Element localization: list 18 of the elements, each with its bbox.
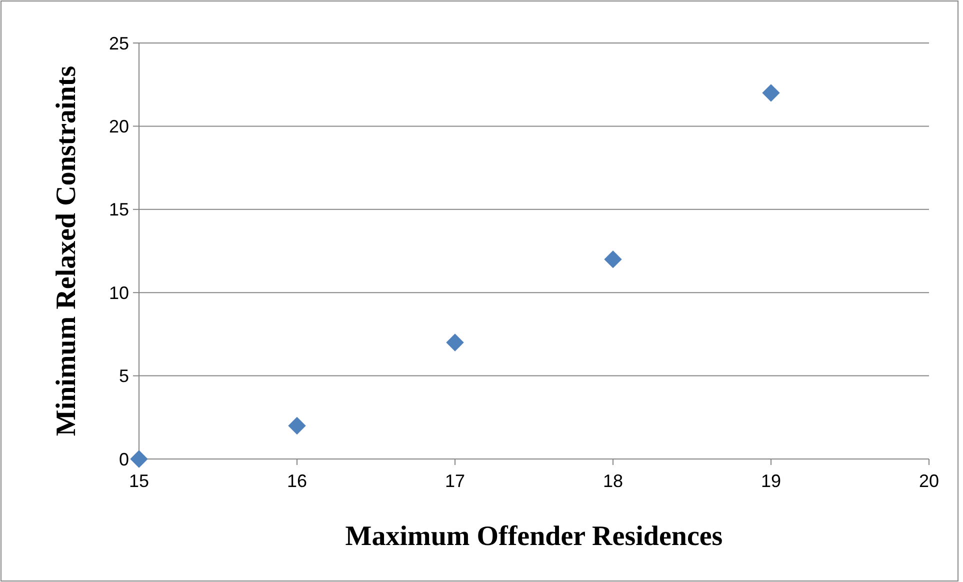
x-tick-label: 20	[918, 471, 940, 491]
y-tick-label: 0	[118, 449, 129, 470]
point	[446, 334, 464, 352]
point	[762, 84, 780, 102]
point	[288, 416, 306, 435]
y-axis-title: Minimum Relaxed Constraints	[51, 66, 82, 436]
point	[130, 450, 148, 468]
y-tick-label: 20	[108, 116, 129, 136]
point	[604, 250, 622, 268]
y-tick-label: 5	[118, 366, 129, 386]
x-tick-label: 19	[760, 471, 782, 491]
x-tick-label: 16	[286, 471, 308, 491]
x-axis-title: Maximum Offender Residences	[345, 521, 723, 552]
y-tick-label: 15	[108, 200, 129, 220]
x-tick-label: 17	[444, 471, 466, 491]
y-tick-label: 10	[108, 282, 129, 303]
y-tick-label: 25	[108, 33, 129, 54]
x-tick-label: 18	[602, 471, 624, 491]
